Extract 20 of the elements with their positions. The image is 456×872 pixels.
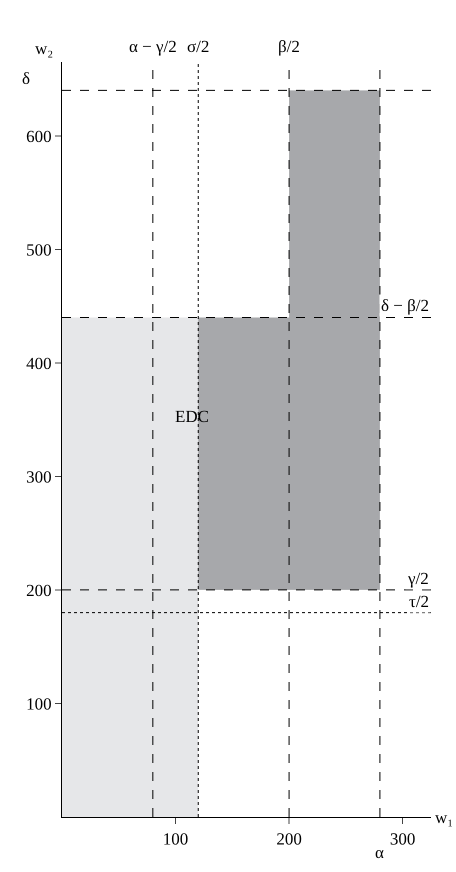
annotation: EDC xyxy=(175,407,209,426)
ref-line-label: γ/2 xyxy=(407,569,429,588)
y-tick-label: 400 xyxy=(26,354,52,373)
ref-line-label: β/2 xyxy=(278,37,300,56)
ref-line-label: δ xyxy=(22,69,30,88)
y-tick-label: 300 xyxy=(26,467,52,486)
y-tick-label: 600 xyxy=(26,126,52,146)
x-tick-label: 100 xyxy=(162,829,188,848)
y-tick-label: 500 xyxy=(26,240,52,260)
y-axis-title: w₂ xyxy=(35,39,54,58)
ref-line-label: α xyxy=(375,843,384,862)
y-tick-label: 100 xyxy=(26,694,52,714)
ref-line-label: δ − β/2 xyxy=(381,296,429,315)
ref-line-label: τ/2 xyxy=(409,592,430,611)
ref-line-label: α − γ/2 xyxy=(129,37,177,56)
ref-line-label: σ/2 xyxy=(187,37,210,56)
x-tick-label: 300 xyxy=(390,829,416,848)
y-tick-label: 200 xyxy=(26,580,52,600)
x-tick-label: 200 xyxy=(276,829,302,848)
x-axis-title: w₁ xyxy=(435,808,454,827)
